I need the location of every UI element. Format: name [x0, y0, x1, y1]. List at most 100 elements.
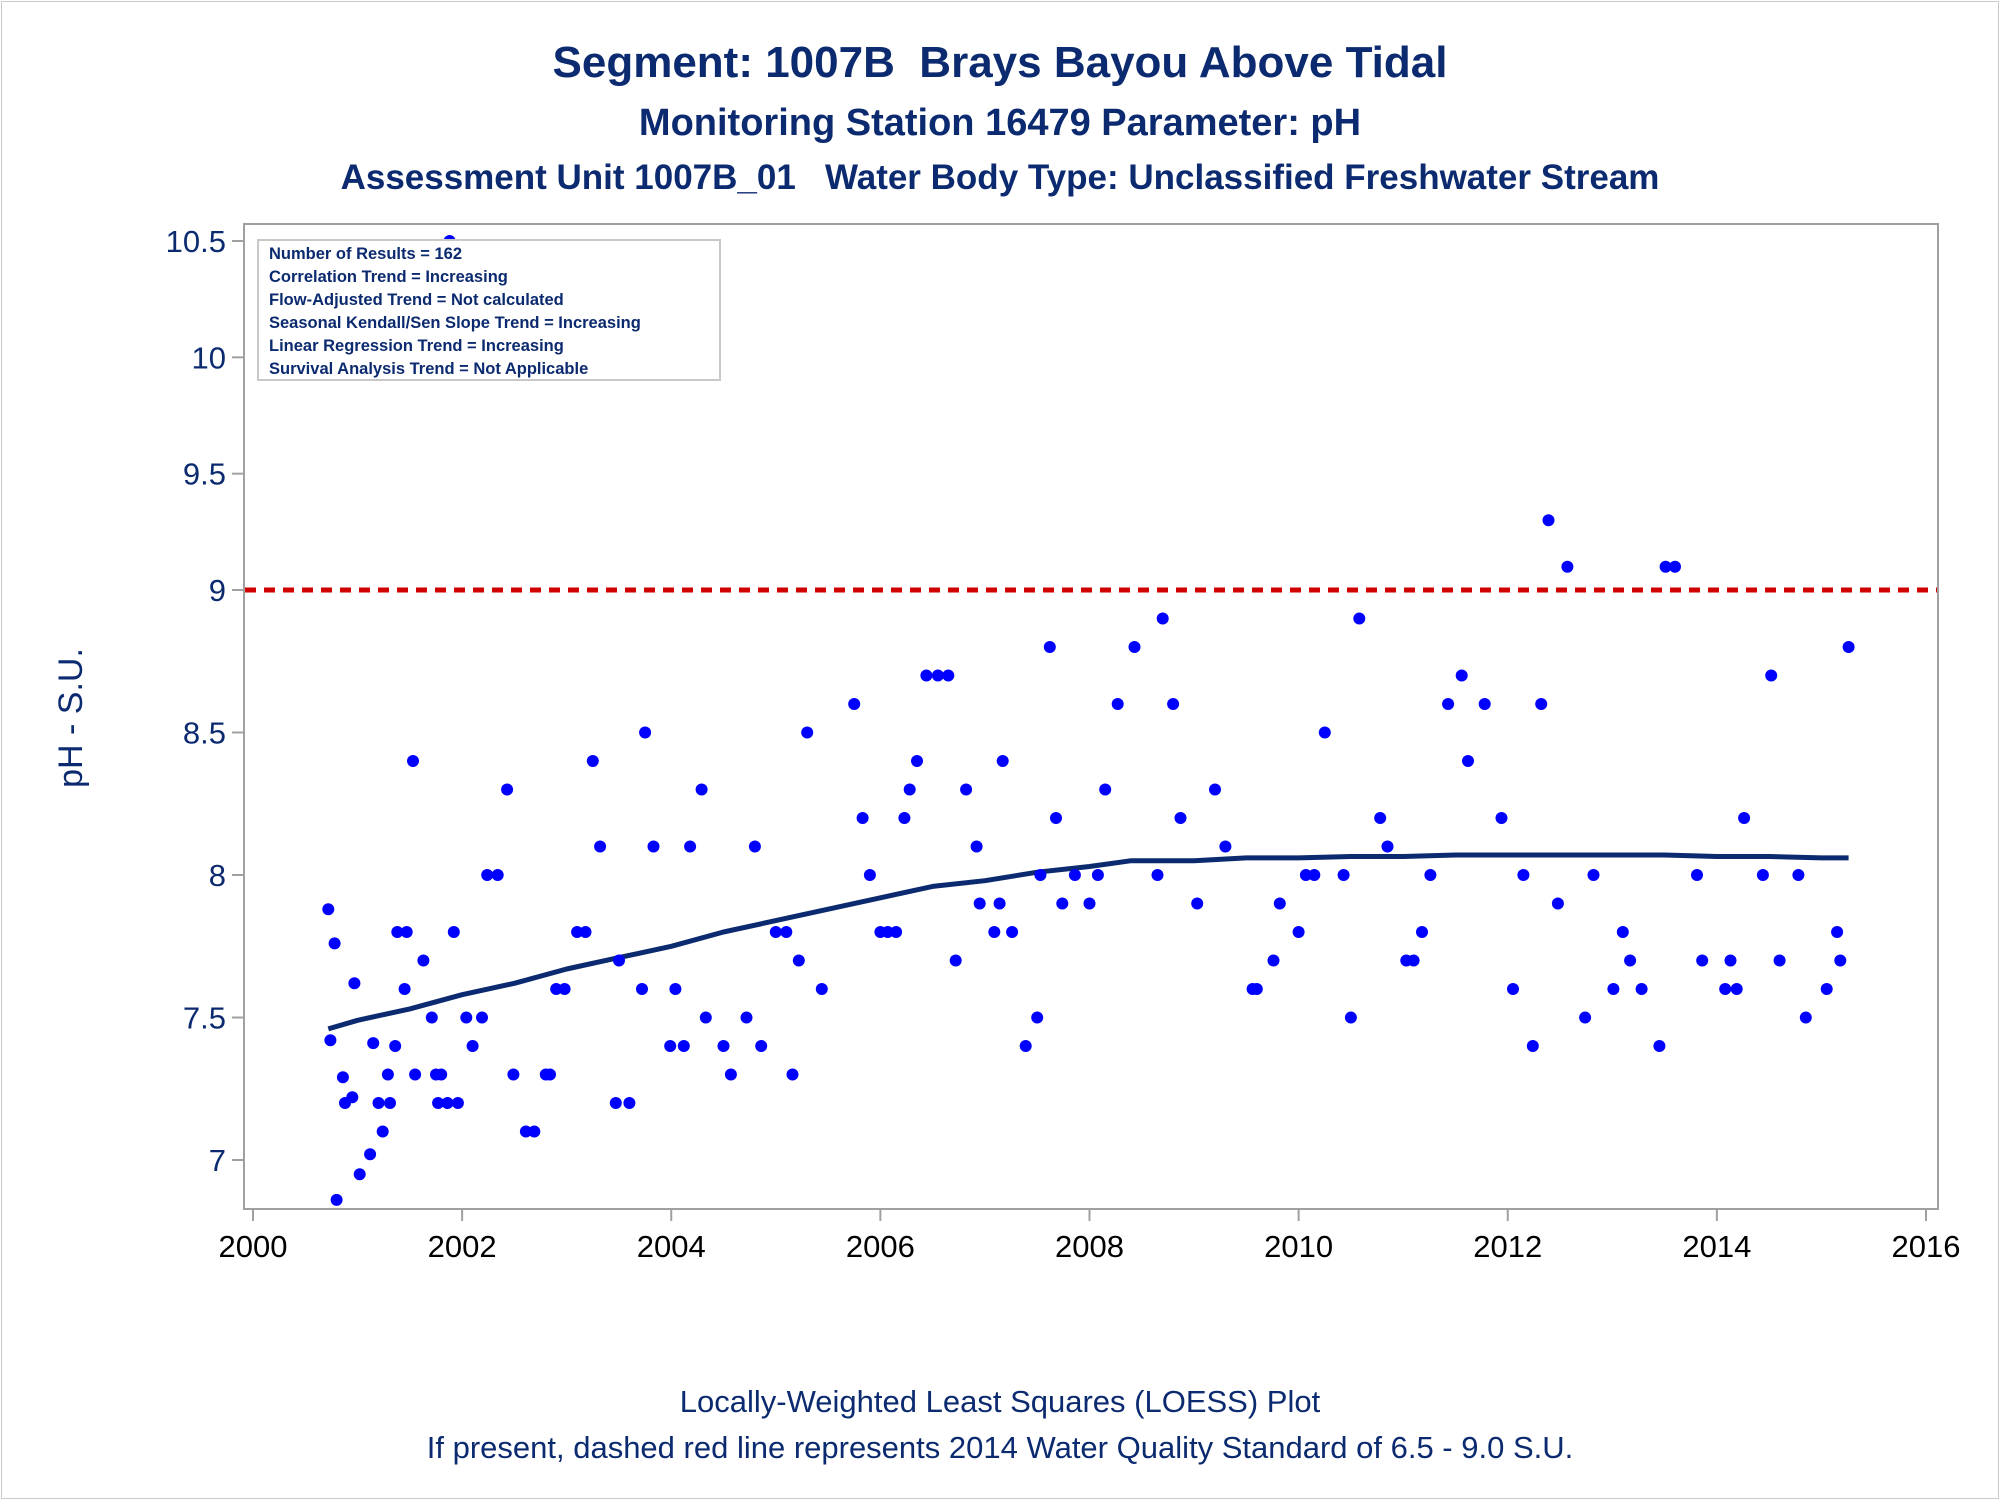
data-point [550, 983, 563, 995]
data-point [1111, 698, 1124, 710]
trend-stats-box: Number of Results = 162 Correlation Tren… [257, 239, 721, 381]
data-point [970, 840, 983, 853]
data-point [594, 840, 607, 853]
data-point [755, 1040, 768, 1052]
x-tick-label: 2002 [428, 1229, 497, 1264]
data-point [586, 755, 599, 767]
data-point [1407, 954, 1420, 967]
data-point [748, 840, 761, 853]
data-point [407, 755, 419, 767]
data-point [435, 1068, 448, 1081]
data-point [372, 1097, 385, 1109]
y-tick-label: 8.5 [183, 716, 226, 751]
data-point [769, 926, 782, 938]
y-tick-label: 7 [209, 1143, 226, 1178]
data-point [1353, 612, 1366, 625]
data-point [1128, 641, 1141, 653]
data-point [1831, 926, 1844, 938]
data-point [501, 783, 514, 796]
data-point [425, 1011, 438, 1024]
data-point [1696, 954, 1709, 967]
data-point [623, 1097, 636, 1109]
data-point [1043, 641, 1056, 653]
data-point [988, 926, 1001, 938]
data-point [1765, 669, 1778, 682]
data-point [647, 840, 660, 853]
data-point [1495, 812, 1508, 824]
data-point [579, 926, 592, 938]
data-point [911, 755, 923, 767]
data-point [1151, 869, 1164, 881]
y-tick-label: 10 [192, 340, 226, 375]
data-point [1219, 840, 1232, 853]
data-point [1250, 983, 1263, 995]
data-point [1535, 698, 1548, 710]
data-point [1719, 983, 1732, 995]
data-point [949, 954, 962, 967]
data-point [636, 983, 648, 995]
data-point [330, 1193, 343, 1206]
data-point [1834, 954, 1847, 967]
data-point [328, 937, 341, 950]
data-point [996, 755, 1009, 767]
footer-note-2: If present, dashed red line represents 2… [426, 1430, 1574, 1465]
data-point [1799, 1011, 1812, 1024]
data-point [466, 1040, 479, 1052]
data-point [558, 983, 571, 995]
data-point [792, 954, 805, 967]
data-point [1031, 1011, 1044, 1024]
stats-line-flow-adjusted: Flow-Adjusted Trend = Not calculated [269, 291, 564, 309]
data-point [507, 1068, 520, 1081]
data-point [1616, 926, 1629, 938]
data-point [441, 1097, 454, 1109]
data-point [481, 869, 494, 881]
data-point [348, 977, 361, 990]
data-point [1091, 869, 1104, 881]
x-tick-label: 2006 [846, 1229, 915, 1264]
data-point [1318, 726, 1331, 739]
data-point [960, 783, 973, 796]
data-point [336, 1071, 349, 1084]
data-point [1068, 869, 1081, 881]
data-point [1659, 560, 1672, 573]
data-point [931, 669, 944, 682]
data-point [1374, 812, 1387, 824]
data-point [1462, 755, 1474, 767]
y-tick-label: 10.5 [166, 224, 226, 259]
data-point [391, 926, 404, 938]
data-point [1191, 897, 1204, 910]
data-point [1579, 1011, 1592, 1024]
data-point [364, 1148, 377, 1161]
data-point [1607, 983, 1620, 995]
data-point [903, 783, 916, 796]
data-point [353, 1168, 366, 1181]
chart-title: Segment: 1007B Brays Bayou Above Tidal [552, 38, 1448, 87]
data-point [1292, 926, 1305, 938]
data-point [1517, 869, 1530, 881]
data-point [856, 812, 869, 824]
data-point [1167, 698, 1180, 710]
stats-line-results: Number of Results = 162 [269, 245, 462, 263]
x-tick-label: 2012 [1473, 1229, 1542, 1264]
data-point [1337, 869, 1350, 881]
x-tick-label: 2016 [1892, 1229, 1961, 1264]
data-point [898, 812, 911, 824]
data-point [1034, 869, 1047, 881]
chart-subtitle-2: Assessment Unit 1007B_01 Water Body Type… [340, 158, 1660, 197]
x-tick-label: 2000 [219, 1229, 288, 1264]
data-point [1381, 840, 1394, 853]
data-point [890, 926, 903, 938]
data-point [476, 1011, 488, 1024]
data-point [1756, 869, 1769, 881]
data-point [1156, 612, 1169, 625]
data-point [677, 1040, 690, 1052]
data-point [669, 983, 682, 995]
data-point [1174, 812, 1187, 824]
data-point [1635, 983, 1648, 995]
x-tick-label: 2008 [1055, 1229, 1124, 1264]
data-point [1820, 983, 1833, 995]
data-point [1792, 869, 1805, 881]
data-point [1209, 783, 1221, 796]
data-point [432, 1097, 445, 1109]
data-point [1308, 869, 1321, 881]
